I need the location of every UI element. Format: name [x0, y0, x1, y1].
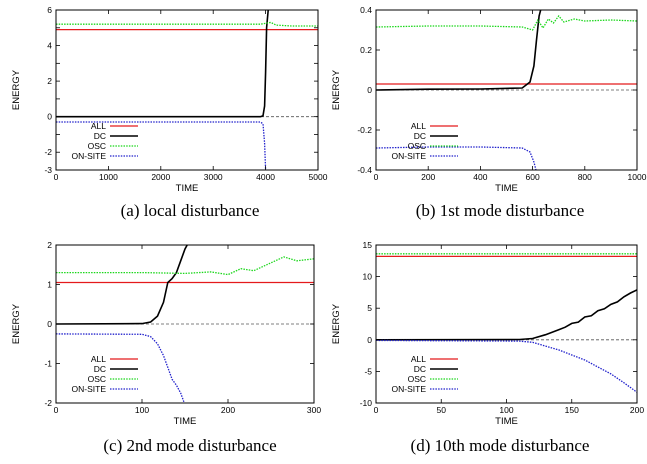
y-tick-label-b: 0.2: [360, 45, 372, 55]
x-tick-label-c: 100: [135, 405, 149, 415]
chart-d: 0 50 100 150 200 -10 -5 0 5 10 15 TIME ENERGY ALLDCOS…: [331, 240, 644, 427]
legend-label-on-site-a: ON-SITE: [72, 151, 107, 161]
x-tick-label-b: 800: [578, 172, 592, 182]
x-tick-label-a: 3000: [204, 172, 223, 182]
x-tick-label-b: 600: [526, 172, 540, 182]
series-osc-b: [376, 14, 637, 31]
series-dc-d: [376, 289, 637, 341]
x-tick-label-b: 0: [374, 172, 379, 182]
x-tick-label-a: 1000: [99, 172, 118, 182]
chart-c: 0 100 200 300 -2 -1 0 1 2 TIME ENERGY ALLDCOSCON-SI…: [11, 240, 321, 427]
y-tick-label-d: 15: [363, 240, 373, 250]
x-axis-title-a: TIME: [176, 183, 199, 194]
x-tick-label-b: 1000: [628, 172, 647, 182]
y-tick-label-d: -10: [360, 398, 373, 408]
caption-d: (d) 10th mode disturbance: [410, 436, 590, 455]
caption-c: (c) 2nd mode disturbance: [103, 436, 277, 455]
x-axis-title-b: TIME: [495, 183, 518, 194]
series-on-site-d: [376, 339, 637, 393]
x-tick-label-b: 200: [421, 172, 435, 182]
x-tick-label-c: 0: [54, 405, 59, 415]
y-axis-title-d: ENERGY: [331, 303, 342, 344]
x-tick-label-d: 150: [565, 405, 579, 415]
x-tick-label-a: 4000: [256, 172, 275, 182]
y-tick-label-a: 0: [47, 112, 52, 122]
x-tick-label-c: 300: [307, 405, 321, 415]
y-tick-label-c: -1: [44, 359, 52, 369]
series-on-site-a: [56, 121, 267, 170]
legend-label-osc-a: OSC: [88, 141, 106, 151]
y-tick-label-d: 5: [367, 303, 372, 313]
y-tick-label-c: -2: [44, 398, 52, 408]
legend-label-osc-c: OSC: [88, 374, 106, 384]
legend-label-dc-b: DC: [414, 131, 426, 141]
y-axis-title-a: ENERGY: [11, 69, 22, 110]
series-dc-b: [376, 10, 542, 91]
y-tick-label-d: 0: [367, 335, 372, 345]
chart-b: 0 200 400 600 800 1000 -0.4 -0.2 0 0.2 0.4 TIME ENER…: [331, 5, 647, 194]
x-tick-label-a: 0: [54, 172, 59, 182]
series-osc-c: [56, 256, 314, 276]
caption-a: (a) local disturbance: [120, 201, 260, 220]
x-tick-label-d: 50: [437, 405, 447, 415]
y-tick-label-b: 0.4: [360, 5, 372, 15]
x-tick-label-a: 5000: [309, 172, 328, 182]
y-tick-label-c: 1: [47, 280, 52, 290]
y-tick-label-a: -3: [44, 165, 52, 175]
series-osc-a: [56, 21, 318, 27]
y-tick-label-b: -0.4: [357, 165, 372, 175]
series-on-site-b: [376, 146, 537, 170]
legend-label-all-c: ALL: [91, 354, 106, 364]
series-dc-a: [56, 10, 269, 118]
legend-label-dc-c: DC: [94, 364, 106, 374]
legend-label-all-a: ALL: [91, 121, 106, 131]
y-tick-label-a: 6: [47, 5, 52, 15]
legend-label-dc-d: DC: [414, 364, 426, 374]
series-dc-c: [56, 245, 189, 325]
caption-b: (b) 1st mode disturbance: [415, 201, 585, 220]
legend-label-on-site-c: ON-SITE: [72, 384, 107, 394]
y-axis-title-b: ENERGY: [331, 69, 342, 110]
x-tick-label-b: 400: [473, 172, 487, 182]
legend-label-dc-a: DC: [94, 131, 106, 141]
legend-label-on-site-b: ON-SITE: [392, 151, 427, 161]
chart-a: 0 1000 2000 3000 4000 5000 -3 -2 0 2 4 6 TIME ENERGY A…: [11, 5, 328, 194]
x-tick-label-c: 200: [221, 405, 235, 415]
legend-label-on-site-d: ON-SITE: [392, 384, 427, 394]
y-tick-label-a: 2: [47, 76, 52, 86]
x-tick-label-a: 2000: [151, 172, 170, 182]
legend-label-osc-d: OSC: [408, 374, 426, 384]
y-tick-label-b: 0: [367, 85, 372, 95]
x-tick-label-d: 100: [499, 405, 513, 415]
plot-frame-a: [55, 9, 319, 171]
y-tick-label-c: 0: [47, 319, 52, 329]
series-on-site-c: [56, 333, 185, 403]
y-tick-label-a: 4: [47, 41, 52, 51]
y-axis-title-c: ENERGY: [11, 303, 22, 344]
y-tick-label-b: -0.2: [357, 125, 372, 135]
x-tick-label-d: 0: [374, 405, 379, 415]
y-tick-label-a: -2: [44, 147, 52, 157]
x-axis-title-c: TIME: [174, 416, 197, 427]
legend-label-all-b: ALL: [411, 121, 426, 131]
x-tick-label-d: 200: [630, 405, 644, 415]
y-tick-label-d: 10: [363, 272, 373, 282]
x-axis-title-d: TIME: [495, 416, 518, 427]
y-tick-label-d: -5: [364, 366, 372, 376]
y-tick-label-c: 2: [47, 240, 52, 250]
legend-label-osc-b: OSC: [408, 141, 426, 151]
legend-label-all-d: ALL: [411, 354, 426, 364]
